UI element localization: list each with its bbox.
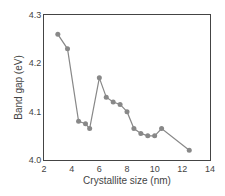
svg-text:6: 6 [97,164,102,174]
svg-text:Crystallite size (nm): Crystallite size (nm) [83,175,171,186]
svg-text:2: 2 [41,164,46,174]
svg-text:10: 10 [150,164,160,174]
svg-text:8: 8 [124,164,129,174]
svg-text:4: 4 [69,164,74,174]
svg-text:Band gap (eV): Band gap (eV) [13,55,24,120]
svg-text:14: 14 [205,164,215,174]
svg-text:12: 12 [177,164,187,174]
svg-text:4.1: 4.1 [29,107,42,117]
svg-text:4.3: 4.3 [29,10,42,20]
svg-text:4.0: 4.0 [29,155,42,165]
svg-text:4.2: 4.2 [29,58,42,68]
